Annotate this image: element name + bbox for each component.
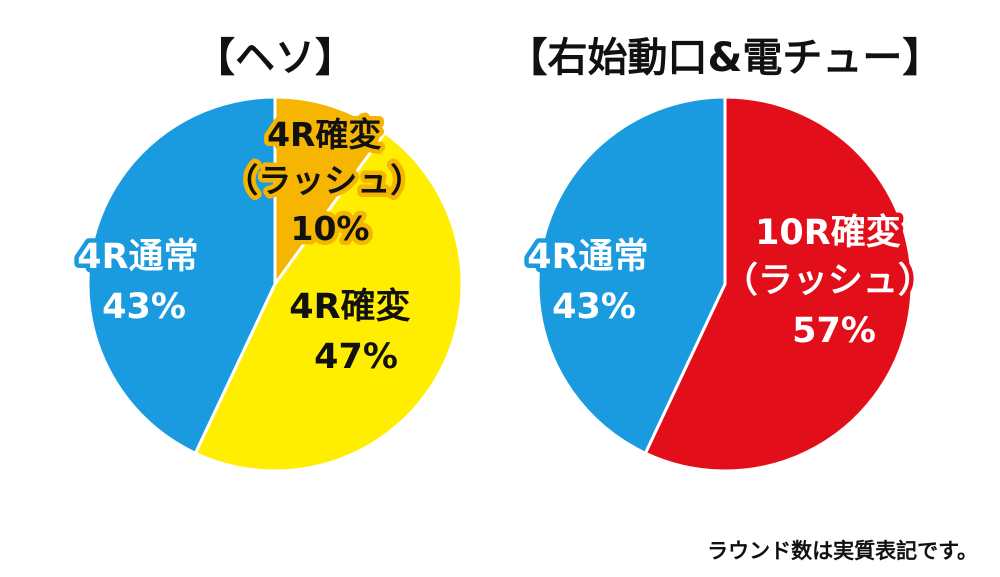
slice-label-heso-kakuhen: 4R確変 47% (289, 286, 423, 377)
slice-label-right-rush: 10R確変 （ラッシュ） 57% (723, 212, 945, 351)
slice-heso-kakuhen (193, 131, 464, 473)
slice-label-right-tsujo-name: 4R通常 (527, 237, 648, 277)
footnote: ラウンド数は実質表記です。 (707, 539, 978, 563)
slice-label-heso-tsujo-name: 4R通常 (77, 237, 198, 277)
slice-label-heso-rush-name: 4R確変 (267, 115, 381, 154)
slice-heso-tsujo (86, 95, 277, 455)
slice-right-tsujo (536, 95, 727, 455)
pie-chart-right-start (536, 95, 914, 473)
slice-label-right-rush-pct: 57% (792, 311, 876, 351)
slice-label-heso-tsujo-pct: 43% (102, 287, 186, 327)
chart-title-heso: 【ヘソ】 (195, 35, 355, 81)
slice-label-right-tsujo-pct: 43% (552, 287, 636, 327)
slice-label-heso-rush: 4R確変 （ラッシュ） 10% (225, 115, 435, 248)
slice-label-right-rush-name: 10R確変 (755, 212, 901, 253)
slice-label-right-rush-sub: （ラッシュ） (723, 261, 933, 301)
slice-label-heso-kakuhen-pct: 47% (314, 337, 398, 377)
chart-title-right-start: 【右始動口&電チュー】 (507, 35, 943, 81)
slice-heso-rush (273, 95, 387, 286)
slice-label-right-tsujo: 4R通常 43% (527, 237, 661, 327)
slice-right-rush (643, 95, 914, 473)
slice-label-heso-rush-pct: 10% (291, 209, 370, 248)
slice-label-heso-tsujo: 4R通常 43% (77, 237, 211, 327)
slice-label-heso-rush-sub: （ラッシュ） (225, 161, 423, 200)
pie-chart-heso (86, 95, 464, 473)
slice-label-heso-kakuhen-name: 4R確変 (289, 286, 410, 327)
